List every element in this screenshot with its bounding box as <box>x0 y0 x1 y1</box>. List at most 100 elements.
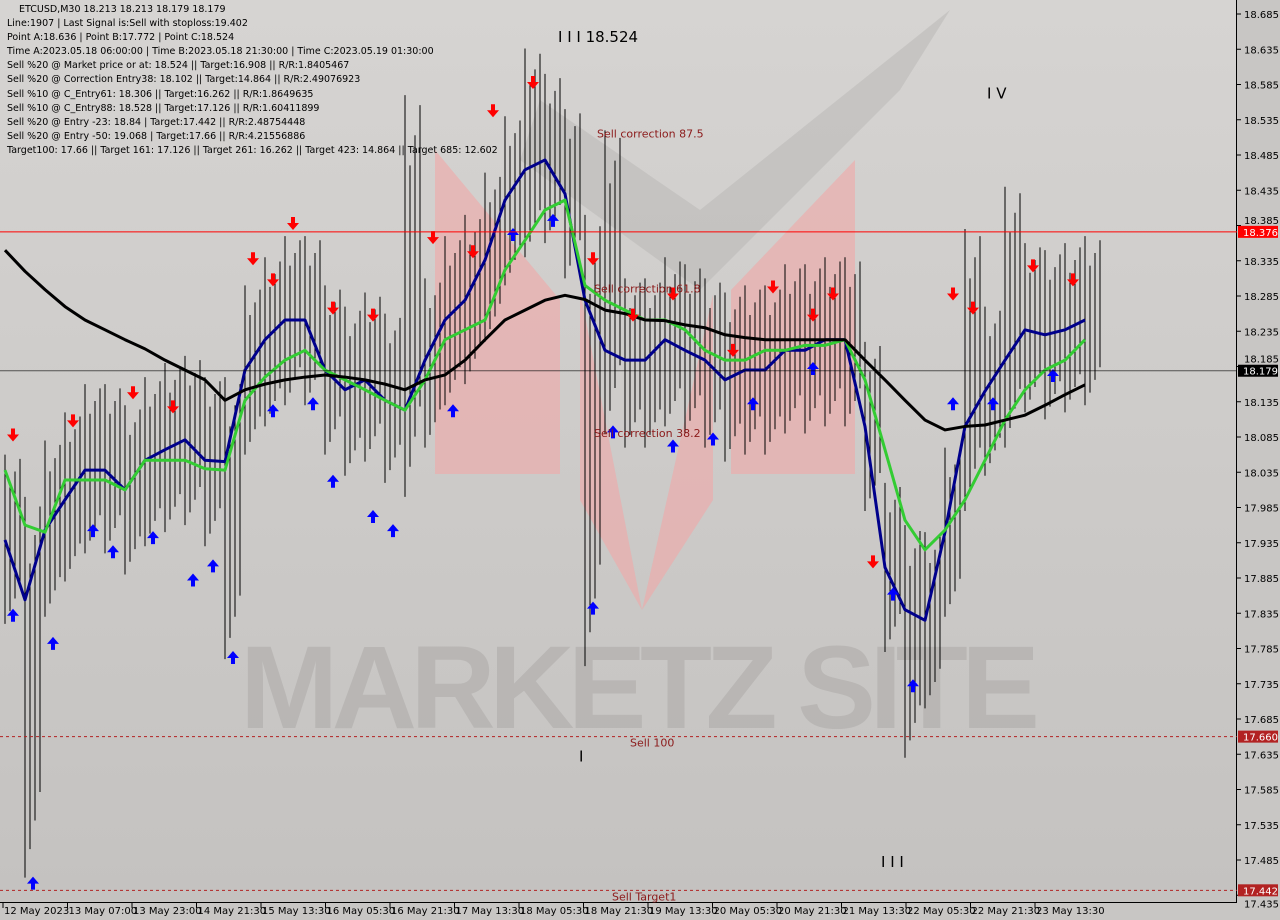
buy-arrow-icon <box>187 573 199 587</box>
x-tick-label: 20 May 05:30 <box>714 906 783 917</box>
x-tick-label: 21 May 13:30 <box>843 906 912 917</box>
sell-arrow-icon <box>967 301 979 315</box>
buy-arrow-icon <box>1047 369 1059 383</box>
buy-arrow-icon <box>987 397 999 411</box>
y-tick-label: 17.535 <box>1244 821 1279 832</box>
y-tick-label: 18.635 <box>1244 45 1279 56</box>
buy-arrow-icon <box>587 601 599 615</box>
buy-arrow-icon <box>227 651 239 665</box>
sell-arrow-icon <box>767 280 779 294</box>
y-tick-label: 18.535 <box>1244 116 1279 127</box>
x-tick-label: 17 May 13:30 <box>456 906 525 917</box>
sell-arrow-icon <box>7 428 19 442</box>
buy-arrow-icon <box>7 608 19 622</box>
moving-average-line-0 <box>3 158 1086 622</box>
sell-arrow-icon <box>1027 259 1039 273</box>
y-tick-label: 17.435 <box>1244 899 1279 910</box>
x-tick-label: 18 May 21:30 <box>585 906 654 917</box>
y-tick-label: 17.835 <box>1244 609 1279 620</box>
x-tick-label: 20 May 21:30 <box>778 906 847 917</box>
buy-arrow-icon <box>887 587 899 601</box>
price-level-badge <box>1238 730 1278 743</box>
buy-arrow-icon <box>387 524 399 538</box>
x-tick-label: 22 May 05:30 <box>907 906 976 917</box>
chart-annotation: Sell correction 38.2 <box>594 427 701 440</box>
info-line: Sell %20 @ Correction Entry38: 18.102 ||… <box>7 74 361 86</box>
x-tick-label: 18 May 05:30 <box>520 906 589 917</box>
price-level-label: 18.376 <box>1243 228 1278 239</box>
buy-arrow-icon <box>667 439 679 453</box>
sell-arrow-icon <box>367 308 379 322</box>
sell-arrow-icon <box>487 104 499 118</box>
buy-arrow-icon <box>367 510 379 524</box>
buy-arrow-icon <box>447 404 459 418</box>
y-tick-label: 18.335 <box>1244 257 1279 268</box>
sell-arrow-icon <box>167 400 179 414</box>
watermark-shape <box>520 10 950 290</box>
y-tick-label: 18.585 <box>1244 81 1279 92</box>
sell-arrow-icon <box>727 343 739 357</box>
y-tick-label: 18.235 <box>1244 327 1279 338</box>
buy-arrow-icon <box>207 559 219 573</box>
buy-arrow-icon <box>147 531 159 545</box>
watermark-logo: MARKETZ SITE <box>240 10 1040 754</box>
buy-arrow-icon <box>87 524 99 538</box>
chart-annotation: I V <box>987 85 1007 103</box>
info-line: Sell %20 @ Entry -23: 18.84 | Target:17.… <box>7 116 306 128</box>
y-tick-label: 18.135 <box>1244 398 1279 409</box>
info-line: Time A:2023.05.18 06:00:00 | Time B:2023… <box>7 46 434 58</box>
sell-arrow-icon <box>627 308 639 322</box>
price-level-badge <box>1238 884 1278 897</box>
sell-arrow-icon <box>667 287 679 301</box>
buy-arrow-icon <box>307 397 319 411</box>
chart-annotation: Sell correction 87.5 <box>597 127 704 140</box>
x-tick-label: 23 May 13:30 <box>1036 906 1105 917</box>
buy-arrow-icon <box>107 545 119 559</box>
moving-average-line-2 <box>3 249 1086 432</box>
watermark-text: MARKETZ SITE <box>240 622 1040 754</box>
info-line: Sell %20 @ Market price or at: 18.524 ||… <box>7 60 350 72</box>
signal-info-panel: ETCUSD,M30 18.213 18.213 18.179 18.179 L… <box>7 3 498 158</box>
buy-arrow-icon <box>327 474 339 488</box>
y-tick-label: 17.885 <box>1244 574 1279 585</box>
watermark-shape <box>435 150 560 474</box>
level-text: Sell 100 <box>630 737 674 750</box>
x-tick-label: 19 May 13:30 <box>649 906 718 917</box>
y-tick-label: 17.785 <box>1244 645 1279 656</box>
buy-arrow-icon <box>747 397 759 411</box>
moving-average-line-1 <box>3 198 1087 552</box>
y-tick-label: 18.685 <box>1244 10 1279 21</box>
watermark-shape <box>731 160 855 474</box>
y-tick-label: 17.485 <box>1244 856 1279 867</box>
sell-arrow-icon <box>947 287 959 301</box>
y-tick-label: 17.685 <box>1244 715 1279 726</box>
y-tick-label: 17.935 <box>1244 539 1279 550</box>
info-line: Target100: 17.66 || Target 161: 17.126 |… <box>7 144 498 156</box>
price-level-label: 17.660 <box>1243 733 1278 744</box>
info-line: Sell %20 @ Entry -50: 19.068 | Target:17… <box>7 130 306 142</box>
y-tick-label: 18.085 <box>1244 433 1279 444</box>
buy-arrow-icon <box>267 404 279 418</box>
buy-arrow-icon <box>607 425 619 439</box>
y-tick-label: 18.285 <box>1244 292 1279 303</box>
info-line: Sell %10 @ C_Entry88: 18.528 || Target:1… <box>7 102 320 114</box>
sell-arrow-icon <box>827 287 839 301</box>
watermark-shape <box>580 290 713 610</box>
x-tick-label: 22 May 21:30 <box>972 906 1041 917</box>
chart-annotation: Sell correction 61.8 <box>594 282 701 295</box>
level-text: Sell Target1 <box>612 890 676 903</box>
x-tick-label: 12 May 2023 <box>4 906 69 917</box>
price-level-badge <box>1238 364 1278 377</box>
x-tick-label: 14 May 21:30 <box>198 906 267 917</box>
sell-arrow-icon <box>67 414 79 428</box>
x-tick-label: 16 May 05:30 <box>327 906 396 917</box>
sell-arrow-icon <box>127 386 139 400</box>
x-tick-label: 15 May 13:30 <box>262 906 331 917</box>
chart-annotation: I I I <box>881 853 904 871</box>
sell-arrow-icon <box>427 231 439 245</box>
price-level-badge <box>1238 225 1278 238</box>
y-tick-label: 17.985 <box>1244 504 1279 515</box>
y-tick-label: 17.635 <box>1244 750 1279 761</box>
